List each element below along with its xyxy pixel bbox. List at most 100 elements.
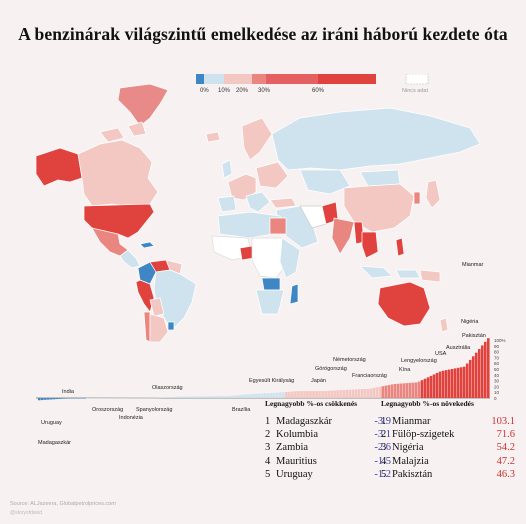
bar	[351, 389, 354, 398]
map-new-zealand	[439, 317, 449, 333]
bar	[164, 397, 168, 398]
bar	[137, 397, 141, 399]
bar	[179, 396, 183, 398]
map-italy-balkans	[245, 191, 271, 213]
decrease-table: Legnagyobb %-os csökkenés 1 Madagaszkár -3…	[265, 399, 391, 481]
annotation-lengyelorszag: Lengyelország	[401, 358, 437, 364]
bar	[215, 396, 219, 398]
annotation-nigeria: Nigéria	[461, 319, 479, 325]
annotation-uruguay: Uruguay	[41, 420, 62, 426]
map-china	[343, 183, 415, 233]
map-alaska	[35, 147, 83, 187]
bar	[354, 389, 358, 398]
bar	[387, 385, 391, 398]
bar	[411, 382, 415, 398]
annotation-gorogorszag: Görögország	[315, 366, 347, 372]
bar	[62, 398, 65, 399]
bar	[444, 370, 448, 398]
row-country: Mianmar	[392, 416, 431, 427]
bar	[143, 397, 147, 399]
bar	[348, 389, 351, 398]
bar	[372, 388, 376, 398]
bar	[291, 391, 294, 398]
table-row: 4 Mauritius -1.5	[265, 455, 391, 468]
legend-swatch-no-data	[405, 73, 429, 85]
annotation-madagaszkar: Madagaszkár	[38, 440, 72, 446]
bar	[161, 397, 165, 398]
map-canada	[77, 139, 159, 207]
annotation-spanyolorszag: Spanyolország	[136, 407, 173, 413]
bar	[122, 397, 125, 399]
bar	[426, 377, 430, 398]
bar	[128, 397, 132, 399]
annotation-olaszorszag: Olaszország	[152, 385, 183, 391]
bar	[417, 381, 421, 398]
bar	[402, 383, 406, 398]
row-rank: 4	[381, 455, 387, 467]
bar	[459, 367, 463, 398]
map-iberia	[217, 195, 237, 213]
row-rank: 3	[381, 442, 387, 454]
bar	[294, 391, 297, 398]
bar	[212, 396, 216, 398]
y-tick-label: 90	[494, 344, 500, 349]
bar	[315, 391, 318, 398]
bar	[83, 398, 86, 399]
bar	[95, 397, 98, 399]
bar	[285, 391, 288, 398]
y-tick-label: 30	[494, 379, 500, 384]
legend-tick-0: 0%	[200, 88, 209, 94]
bar	[309, 391, 312, 398]
row-country: Madagaszkár	[276, 416, 332, 427]
bar	[357, 389, 361, 398]
map-chile	[143, 311, 151, 342]
bar	[324, 390, 327, 398]
bar	[176, 396, 180, 398]
map-india	[331, 217, 355, 255]
row-value: -1.5	[374, 455, 391, 467]
annotation-kina: Kína	[399, 367, 411, 373]
row-rank: 5	[381, 468, 387, 480]
bar	[321, 391, 324, 398]
bar	[182, 396, 186, 398]
table-row: 1 Madagaszkár -3.9	[265, 415, 391, 428]
bar	[279, 392, 282, 398]
bar	[113, 397, 116, 399]
annotation-egyesult-kiralysag: Egyesült Királyság	[249, 378, 295, 384]
bar	[306, 391, 309, 398]
row-value: -3.1	[374, 429, 391, 441]
table-row: 5 Uruguay -1.2	[265, 468, 391, 481]
map-egypt	[269, 217, 287, 235]
bar	[59, 398, 62, 399]
bar	[251, 393, 255, 398]
bar	[86, 397, 89, 399]
bar	[438, 371, 442, 398]
annotation-japan: Japán	[311, 378, 326, 384]
row-rank: 3	[265, 442, 271, 454]
bar	[257, 393, 261, 398]
annotation-oroszorszag: Oroszország	[92, 407, 124, 413]
map-east-africa	[279, 237, 301, 279]
bar	[480, 345, 484, 398]
bar	[297, 391, 300, 398]
bar	[134, 397, 138, 399]
bar	[131, 397, 135, 399]
annotation-india: India	[62, 389, 74, 395]
bar	[303, 391, 306, 398]
bar	[378, 386, 382, 398]
bar	[56, 398, 59, 400]
bar	[390, 384, 394, 398]
annotation-franciaorszag: Franciaország	[352, 373, 387, 379]
bar	[53, 398, 56, 400]
bar	[369, 388, 373, 398]
bar	[312, 391, 315, 398]
annotation-mianmar: Mianmar	[462, 262, 484, 268]
bar	[342, 390, 345, 398]
annotation-indonezia: Indonézia	[119, 415, 143, 421]
row-country: Malajzia	[392, 455, 429, 467]
bar	[462, 366, 466, 398]
row-country: Mauritius	[276, 455, 317, 467]
bar	[146, 397, 150, 399]
